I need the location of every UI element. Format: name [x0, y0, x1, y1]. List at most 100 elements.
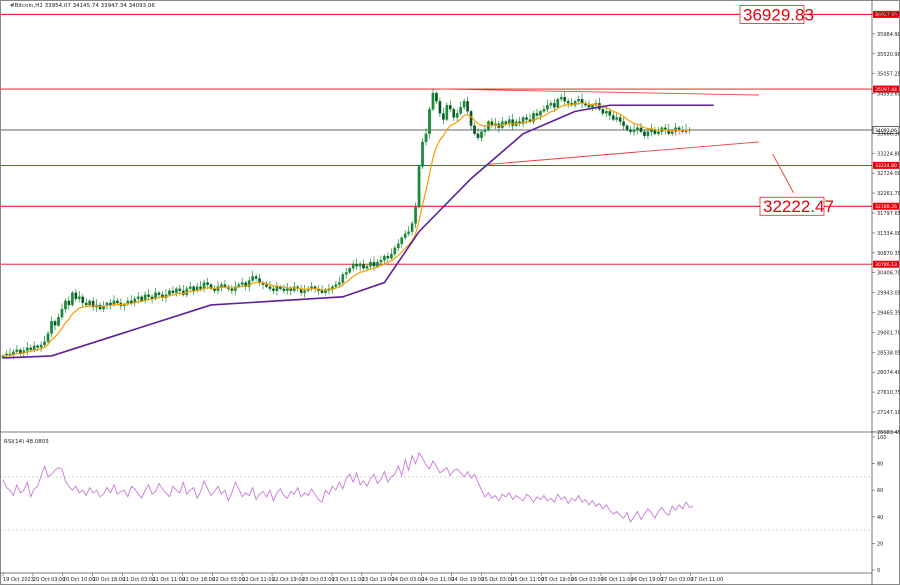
candle-body: [282, 288, 286, 291]
candle-body: [448, 105, 452, 110]
candle-body: [556, 98, 560, 108]
price-tick-label: 32261.70: [877, 191, 900, 197]
price-tick-label: 33224.80: [877, 151, 900, 157]
price-tick-label: 27147.10: [877, 410, 900, 416]
candle-body: [407, 231, 411, 234]
time-tick-label: 22 Oct 19:00: [272, 577, 305, 583]
candle-body: [188, 286, 192, 289]
candle-body: [383, 255, 386, 261]
candle-body: [601, 109, 605, 114]
candle-body: [532, 113, 535, 122]
candle-body: [362, 264, 365, 269]
price-callout-label: 32222.47: [763, 197, 834, 216]
candle-body: [67, 300, 71, 306]
current-price-tag-label: 34093.06: [875, 128, 897, 134]
candle-body: [636, 127, 639, 130]
price-tick-label: 29943.05: [877, 291, 900, 297]
candle-body: [303, 290, 307, 293]
candle-body: [483, 129, 487, 132]
candle-body: [57, 317, 60, 326]
time-tick-label: 24 Oct 11:00: [422, 577, 455, 583]
rsi-line: [2, 451, 694, 524]
candle-body: [549, 103, 553, 106]
time-tick-label: 23 Oct 19:00: [362, 577, 395, 583]
candle-body: [622, 121, 626, 126]
candle-body: [424, 133, 428, 143]
candle-body: [421, 141, 424, 167]
candle-body: [358, 264, 362, 267]
candle-body: [29, 347, 33, 350]
candle-body: [25, 347, 29, 351]
candle-body: [667, 129, 671, 134]
candle-body: [604, 111, 608, 114]
candle-body: [670, 131, 674, 134]
candle-body: [223, 284, 227, 287]
time-tick-label: 24 Oct 03:00: [392, 577, 425, 583]
level-price-tag-label: 32188.26: [875, 204, 897, 210]
candle-body: [400, 237, 404, 244]
candle-body: [285, 288, 289, 291]
candle-body: [32, 345, 36, 350]
candle-body: [396, 243, 400, 249]
candle-body: [143, 294, 147, 302]
triangle-lower-line: [488, 141, 759, 165]
candle-body: [535, 113, 539, 116]
candle-body: [324, 290, 327, 293]
candle-body: [275, 286, 279, 291]
candle-body: [240, 282, 244, 285]
price-callout-box: [759, 196, 825, 216]
price-tick-label: 28538.05: [877, 350, 900, 356]
price-tick-label: 33666.30: [877, 131, 900, 137]
candle-body: [154, 292, 157, 300]
candle-body: [77, 296, 81, 300]
candle-body: [60, 308, 64, 318]
candle-body: [546, 105, 549, 110]
candle-body: [365, 266, 369, 269]
candle-body: [611, 115, 615, 120]
price-callout-label: 36929.83: [743, 5, 814, 24]
candle-body: [480, 131, 483, 139]
candle-body: [81, 296, 85, 304]
level-price-tag: [873, 260, 899, 268]
candle-body: [639, 127, 643, 132]
time-tick-label: 22 Oct 03:00: [212, 577, 245, 583]
triangle-upper-line: [439, 88, 759, 96]
candle-body: [43, 341, 46, 346]
time-tick-label: 20 Oct 18:00: [93, 577, 126, 583]
candle-body: [542, 109, 546, 112]
rsi-tick-label: 80: [877, 462, 883, 468]
candle-body: [417, 166, 421, 208]
candle-body: [438, 101, 442, 114]
candle-body: [677, 127, 681, 130]
candle-body: [70, 292, 74, 306]
candle-body: [643, 131, 646, 136]
candle-body: [320, 290, 324, 293]
candle-body: [369, 262, 372, 267]
price-tick-label: 30406.70: [877, 271, 900, 277]
candle-body: [272, 288, 275, 291]
time-tick-label: 23 Oct 03:00: [302, 577, 335, 583]
candle-body: [504, 121, 508, 124]
time-tick-label: 27 Oct 03:00: [661, 577, 694, 583]
time-tick-label: 26 Oct 19:00: [631, 577, 664, 583]
level-price-tag-label: 36937.23: [875, 12, 897, 18]
time-tick-label: 23 Oct 11:00: [332, 577, 365, 583]
candle-body: [230, 288, 234, 291]
candle-body: [618, 117, 622, 122]
candle-body: [629, 129, 632, 132]
candle-body: [435, 92, 438, 102]
rsi-tick-label: 0: [877, 568, 880, 574]
candle-body: [168, 290, 171, 295]
candle-body: [608, 111, 612, 116]
price-tick-label: 29001.70: [877, 330, 900, 336]
price-callout-box: [739, 5, 805, 24]
candle-body: [175, 288, 178, 293]
time-tick-label: 25 Oct 03:00: [481, 577, 514, 583]
candle-body: [147, 294, 150, 297]
candle-body: [511, 119, 515, 126]
price-tick-label: 35984.90: [877, 32, 900, 38]
candle-body: [462, 101, 466, 108]
candle-body: [53, 321, 57, 326]
